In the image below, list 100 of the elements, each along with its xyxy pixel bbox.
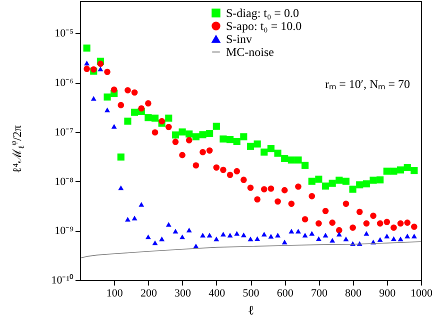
- point: [152, 129, 158, 136]
- point: [274, 198, 281, 205]
- point: [254, 236, 260, 241]
- point: [315, 176, 322, 183]
- point: [233, 138, 240, 146]
- x-axis-title: ℓ: [248, 302, 254, 318]
- point: [152, 240, 158, 246]
- point: [186, 130, 193, 138]
- point: [302, 232, 308, 238]
- point: [370, 176, 377, 184]
- point: [144, 114, 152, 122]
- point: [220, 135, 227, 143]
- point: [274, 150, 282, 157]
- point: [377, 237, 383, 242]
- point: [302, 162, 309, 169]
- x-tick-label: 800: [345, 288, 362, 300]
- point: [90, 96, 96, 101]
- point: [83, 44, 90, 52]
- point: [226, 172, 234, 178]
- point: [145, 100, 152, 106]
- point: [254, 196, 260, 203]
- point: [295, 183, 302, 190]
- point: [404, 220, 411, 226]
- y-tick-label: 10⁻⁹: [54, 225, 74, 238]
- point: [131, 108, 138, 116]
- annotation: rₘ = 10′, Nₘ = 70: [325, 77, 410, 91]
- point: [349, 186, 356, 193]
- point: [288, 156, 295, 164]
- point: [342, 178, 350, 185]
- point: [288, 200, 295, 207]
- point: [376, 176, 384, 184]
- point: [214, 236, 220, 242]
- point: [248, 236, 254, 242]
- point: [275, 232, 281, 238]
- point: [220, 166, 226, 174]
- point: [125, 216, 130, 222]
- point: [151, 114, 159, 122]
- point: [124, 87, 131, 94]
- point: [192, 162, 200, 169]
- point: [111, 124, 117, 129]
- legend-label: S-apo: t₀ = 10.0: [226, 19, 302, 33]
- point: [240, 133, 248, 140]
- point: [296, 228, 301, 234]
- point: [356, 181, 364, 188]
- point: [322, 232, 328, 238]
- point: [268, 234, 274, 239]
- point: [220, 232, 226, 237]
- point: [384, 218, 390, 226]
- point: [246, 142, 254, 150]
- point: [226, 136, 234, 144]
- point: [322, 182, 330, 190]
- point: [390, 168, 398, 175]
- point: [234, 168, 240, 174]
- legend-label: MC-noise: [226, 45, 274, 59]
- point: [192, 133, 200, 140]
- point: [97, 60, 104, 67]
- y-tick-label: 10⁻⁶: [54, 77, 74, 90]
- point: [206, 147, 213, 154]
- point: [302, 216, 308, 222]
- point: [132, 216, 138, 220]
- point: [268, 185, 274, 192]
- y-tick-label: 10⁻⁸: [54, 176, 74, 188]
- point: [180, 234, 186, 240]
- point: [240, 232, 246, 238]
- point: [370, 212, 376, 219]
- point: [117, 154, 124, 161]
- point: [261, 232, 267, 237]
- point: [328, 180, 336, 187]
- point: [165, 114, 172, 122]
- point: [166, 222, 172, 227]
- point: [172, 131, 180, 138]
- point: [247, 184, 254, 191]
- point: [118, 102, 124, 108]
- point: [281, 187, 288, 194]
- point: [179, 152, 186, 158]
- point: [254, 140, 261, 148]
- line-series: [80, 241, 422, 258]
- point: [260, 148, 268, 156]
- legend-label: S-diag: t₀ = 0.0: [226, 6, 299, 20]
- point: [362, 180, 370, 188]
- x-tick-label: 600: [276, 288, 294, 300]
- point: [281, 154, 288, 162]
- point: [159, 236, 165, 242]
- point: [267, 145, 274, 152]
- point: [336, 232, 342, 237]
- point: [322, 208, 329, 214]
- point: [350, 224, 356, 231]
- point: [329, 220, 336, 226]
- point: [397, 166, 404, 174]
- x-tick-label: 400: [208, 288, 226, 300]
- point: [260, 186, 268, 192]
- point: [84, 60, 90, 66]
- x-tick-label: 1000: [410, 288, 433, 300]
- point: [186, 137, 192, 144]
- point: [336, 176, 343, 184]
- point: [411, 234, 417, 238]
- point: [206, 130, 214, 138]
- point: [172, 228, 178, 234]
- point: [342, 200, 350, 207]
- point: [172, 138, 179, 145]
